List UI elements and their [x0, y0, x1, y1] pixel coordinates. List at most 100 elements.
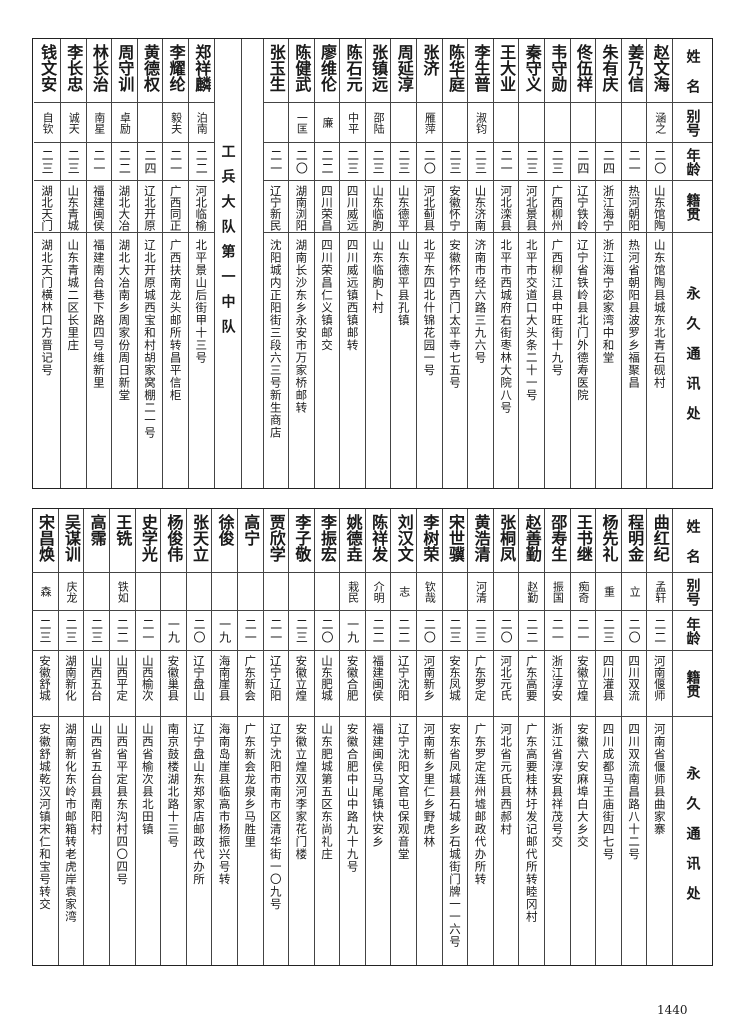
cell-name: 姚德垚 [340, 509, 365, 573]
header-column: 姓名 别号 年龄 籍贯 永久通讯处 [672, 39, 712, 488]
person-column: 姜乃信 二一 热河朝阳 热河省朝阳县波罗乡福聚昌 [620, 39, 647, 488]
cell-alias: 铁如 [109, 573, 135, 611]
person-alias: 栽民 [346, 580, 360, 603]
person-alias: 钦哉 [423, 580, 437, 603]
person-address: 沈阳城内正阳街三段六三号新生商店 [268, 239, 283, 439]
cell-age: 二一 [621, 143, 647, 181]
cell-name: 王书继 [570, 509, 596, 573]
person-name: 陈华庭 [445, 44, 465, 92]
person-age: 二三 [524, 148, 539, 175]
cell-address: 山西省榆次县北田镇 [136, 717, 161, 964]
person-column: 周延淳 二三 山东德平 山东德平县孔镇 [390, 39, 417, 488]
person-age: 二三 [371, 148, 386, 175]
person-alias: 一匡 [295, 111, 309, 134]
person-age: 二一 [575, 617, 590, 644]
cell-origin: 辽宁盘山 [186, 651, 212, 717]
person-origin: 山东青城 [66, 185, 81, 231]
person-address: 安徽六安麻埠白大乡交 [575, 723, 590, 848]
person-age: 二〇 [652, 148, 667, 175]
person-address: 四川双流南昌路八十二号 [627, 723, 642, 861]
person-age: 二四 [575, 148, 590, 175]
cell-age: 二三 [34, 143, 60, 181]
person-age: 二三 [37, 617, 52, 644]
cell-alias: 振国 [545, 573, 570, 611]
person-address: 山东青城二区长里庄 [66, 239, 81, 352]
cell-name: 韦守勋 [545, 39, 570, 103]
person-age: 二三 [447, 148, 462, 175]
cell-alias: 自钦 [34, 103, 60, 143]
cell-address: 安东省凤城县石城乡石城街门牌一一六号 [443, 717, 468, 964]
person-address: 河南新乡里仁乡野虎林 [422, 723, 437, 848]
person-column: 韦守勋 二三 广西柳州 广西柳江县中旺街十九号 [544, 39, 570, 488]
person-alias: 立 [628, 586, 642, 597]
cell-origin: 山东临朐 [365, 181, 391, 233]
cell-age: 二〇 [289, 143, 314, 181]
cell-alias [442, 573, 468, 611]
person-address: 山东馆陶县城东北青石砚村 [652, 239, 667, 389]
cell-address: 山东德平县孔镇 [391, 233, 416, 488]
person-column: 高霈 二三 山西五台 山西省五台县南阳村 [83, 509, 109, 965]
cell-address: 河南新乡里仁乡野虎林 [417, 717, 442, 964]
cell-age: 二三 [545, 143, 570, 181]
cell-address: 安徽立煌双河李家花门楼 [289, 717, 314, 964]
cell-age: 二〇 [417, 143, 442, 181]
person-origin: 福建闽侯 [371, 655, 386, 701]
cell-origin: 安徽舒城 [32, 651, 58, 717]
roster-table-top: 姓名 别号 年龄 籍贯 永久通讯处 赵文海 涵之 二〇 山东馆陶 山东馆陶县城东北青石砚村 姜乃信二… [32, 38, 713, 489]
cell-name: 刘汉文 [391, 509, 417, 573]
person-age: 二〇 [422, 148, 437, 175]
person-name: 陈祥发 [369, 514, 389, 562]
person-column: 贾欣学 二一 辽宁辽阳 辽宁沈阳市南市区清华街一〇九号 [262, 509, 289, 965]
cell-origin: 山西榆次 [135, 651, 161, 717]
cell-age: 二三 [32, 611, 58, 651]
header-name: 姓名 [673, 509, 712, 573]
cell-age: 二三 [519, 143, 545, 181]
cell-name: 张天立 [186, 509, 212, 573]
person-address: 河南省偃师县曲家寨 [652, 723, 667, 836]
cell-origin: 河北滦县 [493, 181, 519, 233]
person-address: 安徽舒城乾汉河镇宋仁和宝号转交 [37, 723, 52, 911]
person-origin: 辽宁辽阳 [268, 655, 283, 701]
person-age: 二三 [89, 617, 104, 644]
cell-origin: 河南新乡 [417, 651, 442, 717]
cell-alias: 涵之 [647, 103, 672, 143]
cell-name: 周守训 [112, 39, 137, 103]
cell-origin: 辽宁沈阳 [391, 651, 417, 717]
cell-alias [263, 573, 289, 611]
cell-address: 辽宁沈阳文官屯保观音堂 [391, 717, 416, 964]
person-name: 赵善勤 [522, 514, 542, 562]
cell-alias: 卓励 [112, 103, 137, 143]
person-column: 张玉生 二一 辽宁新民 沈阳城内正阳街三段六三号新生商店 [262, 39, 289, 488]
cell-name: 杨俊伟 [161, 509, 186, 573]
cell-name: 陈华庭 [442, 39, 468, 103]
person-age: 二一 [268, 148, 283, 175]
cell-origin: 广东罗定 [468, 651, 493, 717]
cell-name: 李振宏 [314, 509, 340, 573]
person-column: 宋世骥 二三 安东凤城 安东省凤城县石城乡石城街门牌一一六号 [441, 509, 468, 965]
cell-age: 二三 [442, 143, 468, 181]
cell-age: 二三 [468, 611, 493, 651]
person-origin: 河北蓟县 [422, 185, 437, 231]
person-alias: 振国 [551, 580, 565, 603]
person-column: 朱有庆 二四 浙江海宁 浙江海宁宓家湾中和堂 [595, 39, 621, 488]
cell-alias [314, 573, 340, 611]
cell-origin: 热河朝阳 [621, 181, 647, 233]
cell-name: 曲红纪 [647, 509, 672, 573]
cell-alias: 庆龙 [58, 573, 84, 611]
person-address: 济南市经六路三九六号 [473, 239, 488, 364]
cell-alias: 志 [391, 573, 417, 611]
cell-alias [545, 103, 570, 143]
person-age: 一九 [345, 617, 360, 644]
cell-alias [161, 573, 186, 611]
cell-alias: 邵陆 [365, 103, 391, 143]
person-origin: 湖北大冶 [117, 185, 132, 231]
person-alias: 孟轩 [653, 580, 667, 603]
person-alias: 志 [397, 586, 411, 597]
person-name: 李长忠 [64, 44, 84, 92]
person-name: 吴谋训 [62, 514, 82, 562]
person-name: 陈石元 [343, 44, 363, 92]
cell-origin: 山西平定 [109, 651, 135, 717]
cell-name: 李子敬 [289, 509, 314, 573]
cell-name: 李长忠 [60, 39, 86, 103]
cell-alias: 雁萍 [417, 103, 442, 143]
